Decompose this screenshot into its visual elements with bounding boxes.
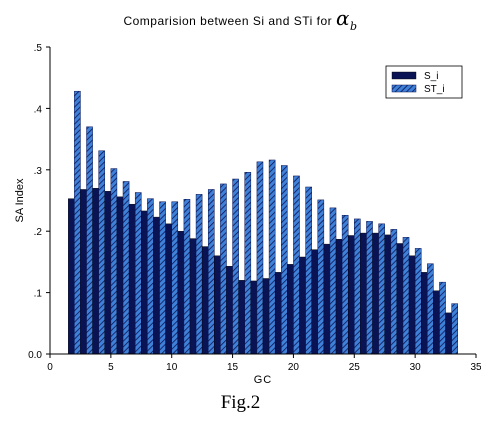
bar-si bbox=[68, 198, 75, 355]
bar-si bbox=[80, 189, 87, 355]
y-tick-label: .1 bbox=[34, 289, 43, 300]
x-tick-label: 30 bbox=[410, 362, 422, 373]
y-tick-label: .2 bbox=[34, 227, 43, 238]
bar-sti bbox=[207, 189, 215, 355]
x-tick-label: 10 bbox=[166, 362, 178, 373]
bar-sti bbox=[378, 223, 385, 355]
bar-sti bbox=[122, 181, 130, 355]
bar-sti bbox=[427, 263, 434, 355]
legend-label-si: S_i bbox=[424, 71, 438, 82]
bar-chart: 0.0 .1 .2 .3 .4 .5 0 5 10 15 20 25 30 35 GC SA Index S_i… bbox=[14, 43, 481, 386]
bar-sti bbox=[281, 165, 288, 355]
bar-si bbox=[141, 210, 148, 355]
bar-si bbox=[92, 188, 99, 355]
bar-sti bbox=[354, 218, 361, 355]
legend-swatch-si bbox=[391, 71, 417, 80]
y-tick-label: .5 bbox=[34, 43, 43, 54]
legend-box bbox=[385, 65, 463, 99]
x-axis-label: GC bbox=[254, 374, 273, 386]
bar-si bbox=[408, 255, 416, 355]
bar-sti bbox=[195, 194, 203, 355]
x-tick-label: 25 bbox=[349, 362, 361, 373]
bar-si bbox=[445, 312, 452, 355]
bar-sti bbox=[414, 248, 422, 355]
bar-sti bbox=[147, 198, 154, 355]
y-axis-label: SA Index bbox=[14, 178, 26, 223]
y-tick-label: .4 bbox=[34, 104, 43, 115]
bar-sti bbox=[244, 172, 252, 355]
bar-sti bbox=[134, 192, 142, 355]
bar-si bbox=[299, 256, 306, 355]
bar-sti bbox=[268, 159, 276, 355]
legend-swatch-sti bbox=[391, 84, 417, 93]
bar-si bbox=[189, 238, 197, 355]
bar-sti bbox=[402, 237, 410, 355]
bar-sti bbox=[74, 90, 81, 355]
bar-si bbox=[335, 238, 343, 355]
bar-si bbox=[360, 232, 367, 355]
bar-si bbox=[348, 235, 355, 355]
bar-si bbox=[433, 290, 440, 355]
x-tick-label: 20 bbox=[288, 362, 300, 373]
bar-si bbox=[311, 249, 318, 355]
bar-sti bbox=[390, 229, 398, 355]
bar-si bbox=[421, 272, 428, 355]
bar-sti bbox=[293, 175, 300, 355]
bar-sti bbox=[256, 161, 264, 355]
bar-si bbox=[177, 230, 185, 355]
chart-title: Comparision between Si and STi for αb bbox=[0, 6, 481, 33]
bar-sti bbox=[98, 150, 106, 355]
bar-si bbox=[201, 246, 209, 355]
bar-si bbox=[372, 232, 379, 355]
alpha-subscript: b bbox=[349, 20, 358, 33]
bar-si bbox=[323, 243, 331, 355]
bar-si bbox=[116, 196, 124, 355]
bar-si bbox=[384, 234, 392, 355]
bar-sti bbox=[439, 281, 446, 355]
bar-sti bbox=[86, 126, 93, 355]
bar-sti bbox=[366, 221, 373, 355]
chart-title-text: Comparision between Si and STi for bbox=[123, 14, 333, 28]
bar-sti bbox=[329, 207, 337, 355]
x-tick-label: 0 bbox=[47, 362, 53, 373]
bar-sti bbox=[317, 199, 325, 355]
bar-si bbox=[226, 265, 233, 355]
bar-sti bbox=[220, 183, 227, 355]
bar-si bbox=[153, 216, 160, 355]
bar-si bbox=[214, 255, 221, 355]
bar-si bbox=[238, 280, 245, 355]
legend-label-sti: ST_i bbox=[424, 84, 445, 95]
bar-si bbox=[165, 223, 172, 355]
bar-sti bbox=[232, 178, 239, 355]
x-tick-label: 5 bbox=[108, 362, 114, 373]
bar-si bbox=[262, 278, 270, 355]
bar-si bbox=[396, 243, 404, 355]
bar-sti bbox=[110, 168, 118, 355]
y-tick-label: 0.0 bbox=[28, 350, 42, 361]
alpha-symbol: α bbox=[335, 6, 350, 30]
figure-caption: Fig.2 bbox=[220, 392, 261, 413]
bar-sti bbox=[183, 199, 191, 355]
bar-sti bbox=[451, 303, 458, 355]
bar-si bbox=[274, 272, 282, 355]
bar-si bbox=[250, 280, 258, 355]
bar-si bbox=[128, 203, 136, 355]
bar-sti bbox=[341, 214, 349, 355]
bar-si bbox=[287, 264, 294, 355]
bar-si bbox=[104, 191, 112, 355]
x-tick-label: 15 bbox=[227, 362, 239, 373]
x-tick-label: 35 bbox=[470, 362, 481, 373]
bar-sti bbox=[305, 186, 312, 355]
y-tick-label: .3 bbox=[34, 166, 43, 177]
bar-sti bbox=[171, 201, 179, 355]
bar-sti bbox=[159, 201, 166, 355]
